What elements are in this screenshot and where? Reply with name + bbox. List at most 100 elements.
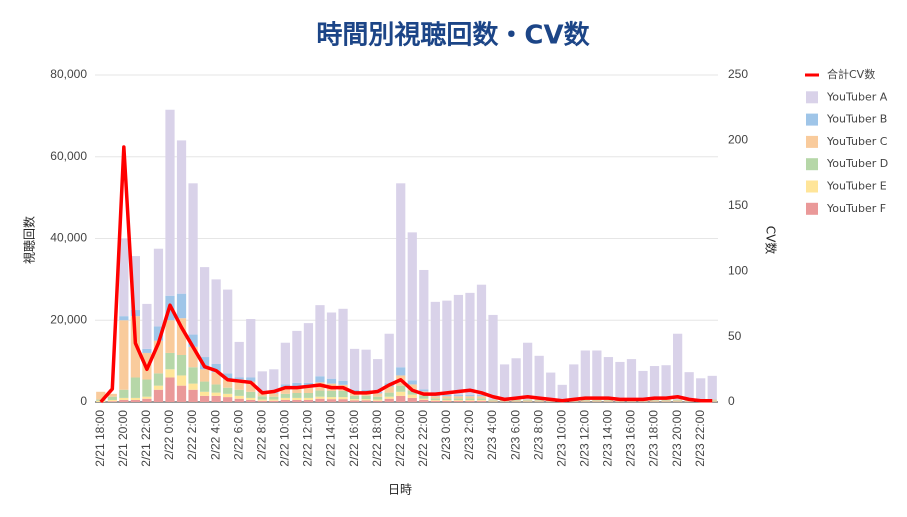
bar-segment bbox=[361, 349, 371, 390]
bar-segment bbox=[557, 384, 567, 400]
bar-segment bbox=[119, 238, 129, 317]
bar-segment bbox=[119, 397, 129, 400]
bar-segment bbox=[188, 389, 198, 402]
bar-segment bbox=[638, 370, 648, 400]
bar-segment bbox=[523, 399, 533, 401]
bar-segment bbox=[176, 375, 187, 386]
bar-segment bbox=[142, 348, 152, 353]
bar-segment bbox=[303, 323, 314, 383]
legend-swatch bbox=[806, 91, 818, 104]
legend-text: YouTuber C bbox=[826, 135, 888, 148]
bar-segment bbox=[384, 396, 394, 399]
bar-segment bbox=[453, 399, 464, 401]
bar-segment bbox=[142, 398, 152, 402]
bar-segment bbox=[465, 395, 475, 397]
bar-segment bbox=[499, 364, 510, 400]
bar-segment bbox=[315, 398, 325, 402]
bar-segment bbox=[626, 359, 637, 400]
bar-segment bbox=[130, 397, 140, 400]
bar-segment bbox=[592, 399, 602, 401]
bar-segment bbox=[453, 395, 464, 397]
bar-segment bbox=[303, 393, 314, 398]
bar-segment bbox=[488, 400, 498, 402]
legend-text: YouTuber E bbox=[826, 180, 887, 193]
bar-segment bbox=[142, 379, 152, 397]
bar-segment bbox=[603, 357, 614, 400]
y-axis-title: 視聴回数 bbox=[22, 216, 37, 264]
bar-segment bbox=[130, 399, 140, 402]
bar-segment bbox=[326, 390, 337, 398]
bar-segment bbox=[384, 392, 394, 397]
y2-tick-label: 250 bbox=[728, 67, 748, 81]
bar-segment bbox=[684, 372, 694, 400]
bar-segment bbox=[269, 393, 279, 397]
bar-segment bbox=[384, 386, 394, 393]
x-tick-label: 2/22 4:00 bbox=[208, 410, 222, 460]
bar-segment bbox=[373, 399, 383, 401]
bar-segment bbox=[165, 369, 175, 378]
bar-segment bbox=[465, 398, 475, 400]
bar-segment bbox=[246, 399, 256, 402]
bar-segment bbox=[430, 398, 440, 400]
bar-segment bbox=[269, 400, 279, 402]
bar-segment bbox=[292, 397, 302, 400]
bar-segment bbox=[223, 397, 233, 402]
bar-segment bbox=[153, 373, 164, 386]
bar-segment bbox=[373, 400, 383, 402]
bar-segment bbox=[592, 350, 602, 400]
bar-segment bbox=[130, 377, 140, 398]
bar-segment bbox=[165, 352, 175, 370]
x-tick-label: 2/22 18:00 bbox=[370, 410, 384, 467]
y2-tick-label: 0 bbox=[728, 394, 735, 408]
y-tick-label: 40,000 bbox=[50, 231, 87, 245]
bar-segment bbox=[592, 400, 602, 402]
bar-segment bbox=[384, 398, 394, 402]
legend-text: 合計CV数 bbox=[827, 67, 875, 81]
bar-segment bbox=[419, 389, 429, 392]
y-tick-label: 20,000 bbox=[50, 312, 87, 326]
bar-segment bbox=[315, 305, 325, 377]
bar-segment bbox=[246, 391, 256, 398]
bar-segment bbox=[280, 393, 290, 398]
bar-segment bbox=[153, 340, 164, 374]
bar-segment bbox=[511, 358, 521, 400]
bar-segment bbox=[453, 400, 464, 402]
bar-segment bbox=[211, 363, 221, 373]
bar-segment bbox=[373, 393, 383, 397]
x-tick-label: 2/23 14:00 bbox=[601, 410, 615, 467]
bar-segment bbox=[407, 390, 417, 395]
bar-segment bbox=[373, 359, 383, 392]
bar-segment bbox=[223, 379, 233, 388]
x-tick-label: 2/22 8:00 bbox=[254, 410, 268, 460]
bar-segment bbox=[188, 334, 198, 347]
bar-segment bbox=[407, 394, 417, 398]
y-tick-label: 0 bbox=[80, 394, 87, 408]
bar-segment bbox=[349, 348, 360, 390]
bar-segment bbox=[615, 361, 625, 400]
bar-segment bbox=[199, 381, 210, 392]
x-tick-label: 2/23 0:00 bbox=[439, 410, 453, 460]
bar-segment bbox=[107, 393, 117, 397]
bar-segment bbox=[361, 400, 371, 402]
bar-segment bbox=[373, 396, 383, 400]
bar-segment bbox=[673, 333, 683, 400]
bar-segment bbox=[338, 380, 348, 385]
legend-text: YouTuber F bbox=[826, 202, 886, 215]
bar-segment bbox=[315, 376, 325, 383]
y2-tick-label: 100 bbox=[728, 263, 748, 277]
bar-segment bbox=[257, 400, 267, 402]
bar-segment bbox=[130, 310, 140, 317]
bar-segment bbox=[292, 386, 302, 394]
x-tick-label: 2/21 20:00 bbox=[116, 410, 130, 467]
bar-segment bbox=[476, 284, 487, 396]
x-tick-label: 2/23 6:00 bbox=[508, 410, 522, 460]
bar-segment bbox=[696, 378, 706, 400]
bar-segment bbox=[430, 399, 440, 401]
bar-segment bbox=[280, 397, 290, 400]
bar-segment bbox=[165, 109, 175, 296]
bar-segment bbox=[199, 395, 210, 402]
x-tick-label: 2/23 22:00 bbox=[693, 410, 707, 467]
bar-segment bbox=[396, 395, 406, 402]
x-tick-label: 2/22 20:00 bbox=[393, 410, 407, 467]
bar-segment bbox=[442, 399, 452, 401]
